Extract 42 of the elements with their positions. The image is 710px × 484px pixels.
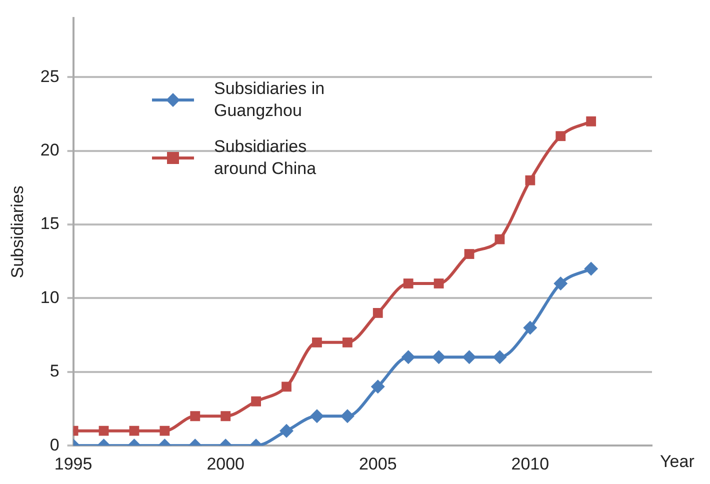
point	[432, 350, 446, 364]
point	[190, 411, 200, 422]
point	[280, 424, 294, 438]
x-tick-label: 2005	[358, 454, 397, 474]
point	[556, 131, 566, 142]
point	[370, 380, 385, 394]
point	[310, 409, 324, 424]
point	[523, 320, 538, 335]
point	[251, 396, 262, 406]
point	[492, 350, 507, 364]
x-axis-title: Year	[660, 452, 695, 471]
legend-label: Subsidiaries in Guangzhou	[214, 78, 326, 122]
point	[340, 409, 354, 424]
y-tick-label: 5	[50, 362, 60, 381]
y-axis-title: Subsidiaries	[8, 186, 27, 278]
point	[403, 278, 414, 288]
point	[372, 308, 383, 318]
x-tick-label: 1995	[54, 454, 92, 474]
point	[462, 350, 476, 364]
point	[554, 276, 568, 290]
point	[586, 116, 596, 126]
y-tick-label: 0	[50, 435, 60, 454]
y-tick-label: 20	[40, 140, 60, 160]
point	[525, 175, 536, 186]
point	[312, 337, 322, 348]
point	[220, 411, 231, 422]
point	[401, 350, 416, 364]
y-tick-label: 25	[40, 66, 60, 86]
point	[464, 249, 474, 259]
point	[342, 337, 352, 348]
point	[129, 426, 140, 436]
y-tick-label: 15	[40, 214, 60, 234]
x-tick-label: 2010	[511, 454, 550, 474]
point	[584, 262, 598, 276]
y-tick-label: 10	[40, 288, 60, 307]
legend-label: Subsidiaries around China	[214, 136, 318, 180]
x-tick-label: 2000	[206, 454, 245, 474]
point	[282, 382, 292, 392]
point	[98, 426, 109, 436]
point	[160, 426, 170, 436]
point	[434, 278, 444, 288]
point	[494, 234, 505, 244]
